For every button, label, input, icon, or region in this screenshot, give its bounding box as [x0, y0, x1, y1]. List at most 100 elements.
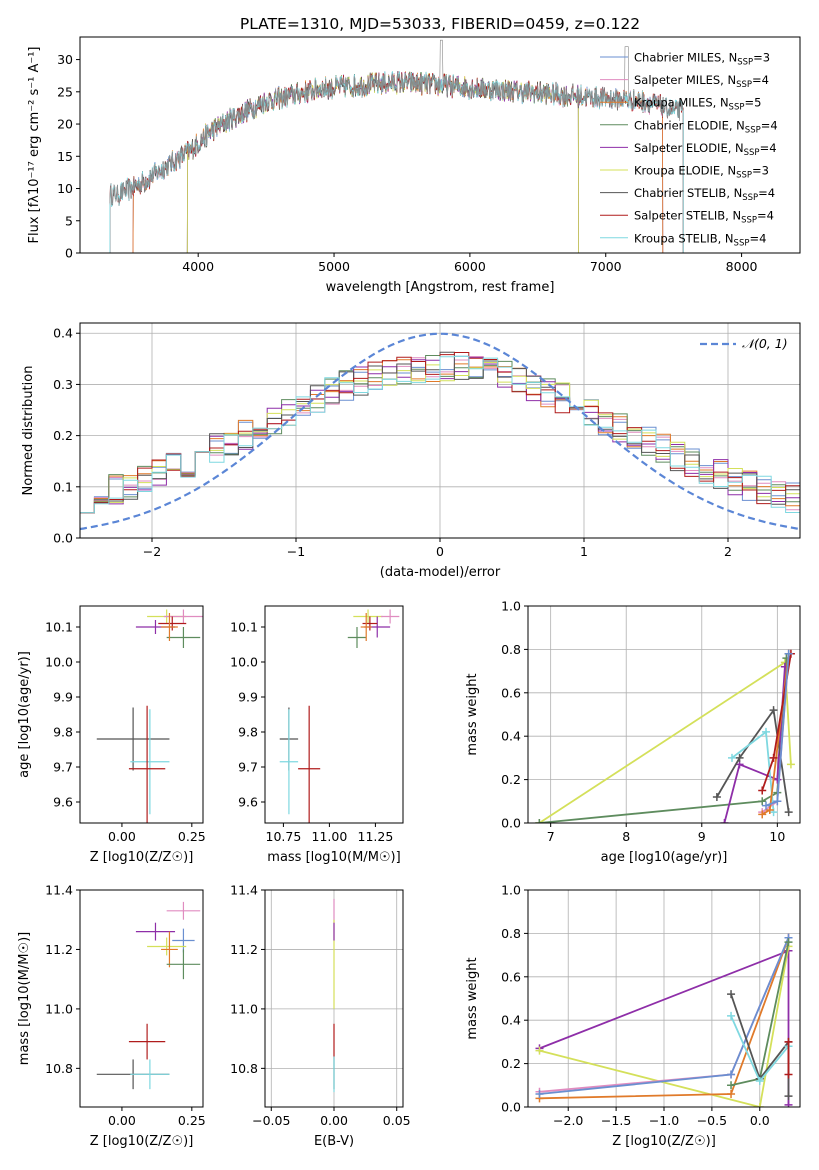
- massweight-vs-Z-series-8-marker-0: [784, 1037, 793, 1046]
- panel-residual-histogram: −2 −1 0 1 2 0.0 0.1 0.2 0.3 0.4 (data-model)/error…: [21, 322, 801, 580]
- massweight-vs-age-ytick-label-2: 0.4: [501, 729, 521, 744]
- panel-mass-vs-EBV: −0.05 0.00 0.05 10.8 11.0 11.2 11.4 E(B-V): [230, 883, 410, 1150]
- residual-histogram-xlabel: (data-model)/error: [380, 565, 501, 580]
- age-vs-Z-point-4: [166, 627, 201, 648]
- age-vs-mass-point-1: [380, 609, 400, 624]
- residual-histogram-xtick-label-1: −1: [287, 544, 305, 559]
- massweight-vs-age-series-8: [762, 649, 793, 810]
- spectrum-model-kroupa-stelib: [109, 71, 684, 253]
- mass-vs-Z-point-5: [166, 949, 201, 980]
- panel-massweight-vs-age: 7 8 9 10 0.0 0.2 0.4 0.6 0.8 1.0 age [log10(age/yr…: [465, 599, 801, 865]
- mass-vs-Z-point-8: [130, 1059, 170, 1090]
- mass-vs-Z-xtick-label-1: 0.25: [178, 1113, 206, 1128]
- mass-vs-EBV-plot-area: [265, 890, 403, 1107]
- massweight-vs-age-series-1-marker-0: [535, 819, 544, 823]
- massweight-vs-age-series-3-marker-2: [769, 706, 778, 715]
- massweight-vs-age-series-7-marker-0: [758, 786, 767, 795]
- massweight-vs-age-plot-area: [528, 606, 800, 823]
- age-vs-Z-plot-area: [96, 609, 203, 823]
- histogram-normal-curve: [80, 332, 800, 531]
- age-vs-mass-xtick-label-2: 11.25: [358, 829, 394, 844]
- massweight-vs-age-xtick-label-1: 8: [622, 829, 630, 844]
- mass-vs-Z-point-6: [128, 1023, 166, 1060]
- spectrum-legend-label-7: Salpeter STELIB, NSSP=4: [634, 209, 774, 226]
- massweight-vs-age-series-1-marker-1: [758, 797, 767, 806]
- age-vs-mass-ytick-label-3: 9.9: [238, 690, 258, 705]
- mass-vs-Z-point-0: [166, 901, 201, 920]
- massweight-vs-Z-xtick-label-2: −1.0: [649, 1113, 679, 1128]
- age-vs-mass-frame: [264, 605, 404, 824]
- spectrum-legend-label-5: Kroupa ELODIE, NSSP=3: [634, 164, 769, 181]
- spectrum-ylabel: Flux [fλ10⁻¹⁷ erg cm⁻² s⁻¹ A⁻¹]: [27, 47, 42, 244]
- massweight-vs-age-xlabel: age [log10(age/yr)]: [601, 850, 728, 865]
- residual-histogram-ytick-label-4: 0.4: [53, 326, 73, 341]
- mass-vs-Z-xtick-label-0: 0.00: [108, 1113, 136, 1128]
- spectrum-model-salpeter-elodie: [186, 71, 579, 253]
- age-vs-Z-point-7: [130, 709, 170, 815]
- massweight-vs-age-series-7-marker-1: [769, 753, 778, 762]
- age-vs-Z-ytick-label-3: 9.9: [53, 690, 73, 705]
- massweight-vs-Z-ytick-label-1: 0.2: [501, 1056, 521, 1071]
- residual-histogram-xtick-label-3: 1: [580, 544, 588, 559]
- spectrum-xtick-label-0: 4000: [182, 259, 214, 274]
- age-vs-Z-point-6: [96, 707, 170, 771]
- age-vs-Z-ytick-label-0: 9.6: [53, 795, 73, 810]
- massweight-vs-Z-series-5-marker-2: [784, 938, 793, 947]
- residual-histogram-plot-area: [80, 323, 800, 538]
- spectrum-legend: Chabrier MILES, NSSP=3 Salpeter MILES, NS…: [600, 51, 778, 248]
- age-vs-mass-point-7: [279, 709, 299, 815]
- spectrum-legend-label-6: Chabrier STELIB, NSSP=4: [634, 186, 775, 203]
- age-vs-Z-xlabel: Z [log10(Z/Z☉)]: [90, 850, 194, 865]
- massweight-vs-age-series-6-marker-1: [765, 805, 774, 814]
- spectrum-ytick-label-2: 10: [57, 181, 73, 196]
- age-vs-mass-ytick-label-2: 9.8: [238, 725, 258, 740]
- residual-histogram-ytick-label-3: 0.3: [53, 377, 73, 392]
- spectrum-ytick-label-6: 30: [57, 52, 73, 67]
- massweight-vs-age-series-7: [758, 649, 795, 795]
- mass-vs-EBV-ytick-label-3: 11.4: [230, 883, 258, 898]
- age-vs-mass-ytick-label-0: 9.6: [238, 795, 258, 810]
- massweight-vs-age-series-2-marker-0: [720, 819, 729, 823]
- massweight-vs-Z-series-7: [727, 1011, 793, 1085]
- massweight-vs-Z-ytick-label-5: 1.0: [501, 883, 521, 898]
- age-vs-Z-point-5: [161, 613, 178, 641]
- spectrum-model-chabrier-stelib: [109, 71, 684, 253]
- mass-vs-EBV-xtick-label-0: −0.05: [252, 1113, 290, 1128]
- spectrum-xtick-label-1: 5000: [318, 259, 350, 274]
- age-vs-mass-plot-area: [279, 609, 400, 823]
- massweight-vs-age-series-8-marker-2: [784, 649, 793, 658]
- massweight-vs-Z-series-8: [784, 1037, 793, 1079]
- spectrum-model-kroupa-elodie: [186, 72, 579, 253]
- spectrum-legend-label-4: Salpeter ELODIE, NSSP=4: [634, 141, 777, 158]
- age-vs-Z-ytick-label-2: 9.8: [53, 725, 73, 740]
- massweight-vs-age-series-6-marker-0: [758, 810, 767, 819]
- massweight-vs-age-xtick-label-2: 9: [698, 829, 706, 844]
- residual-histogram-ylabel: Normed distribution: [21, 366, 36, 496]
- spectrum-xtick-label-2: 6000: [454, 259, 486, 274]
- spectrum-ytick-label-3: 15: [57, 149, 73, 164]
- spectrum-ytick-label-4: 20: [57, 117, 73, 132]
- spectrum-xtick-label-3: 7000: [590, 259, 622, 274]
- mass-vs-Z-point-3: [147, 937, 187, 956]
- spectrum-ytick-label-5: 25: [57, 84, 73, 99]
- massweight-vs-Z-plot-area: [528, 890, 800, 1107]
- age-vs-Z-xtick-label-0: 0.00: [108, 829, 136, 844]
- panel-massweight-vs-Z: −2.0 −1.5 −1.0 −0.5 0.0 0.0 0.2 0.4 0.6 0.8 1.0 Z […: [465, 883, 801, 1149]
- age-vs-Z-ytick-label-1: 9.7: [53, 760, 73, 775]
- figure-title: PLATE=1310, MJD=53033, FIBERID=0459, z=0…: [240, 15, 640, 33]
- massweight-vs-Z-ytick-label-2: 0.4: [501, 1013, 521, 1028]
- age-vs-mass-xtick-label-1: 11.00: [312, 829, 348, 844]
- massweight-vs-age-xtick-label-3: 10: [769, 829, 785, 844]
- spectrum-legend-label-2: Kroupa MILES, NSSP=5: [634, 96, 761, 113]
- massweight-vs-Z-series-1-marker-1: [755, 1103, 764, 1107]
- mass-vs-Z-ylabel: mass [log10(M/M☉)]: [17, 932, 32, 1065]
- age-vs-Z-point-8: [128, 705, 166, 823]
- massweight-vs-age-ytick-label-4: 0.8: [501, 642, 521, 657]
- histogram-kroupa-stelib: [80, 355, 800, 514]
- massweight-vs-age-series-3-marker-3: [784, 808, 793, 817]
- massweight-vs-Z-series-0-marker-2: [784, 1100, 793, 1107]
- massweight-vs-Z-xtick-label-4: 0.0: [750, 1113, 770, 1128]
- massweight-vs-Z-xtick-label-0: −2.0: [553, 1113, 583, 1128]
- massweight-vs-age-series-4-marker-0: [728, 753, 736, 762]
